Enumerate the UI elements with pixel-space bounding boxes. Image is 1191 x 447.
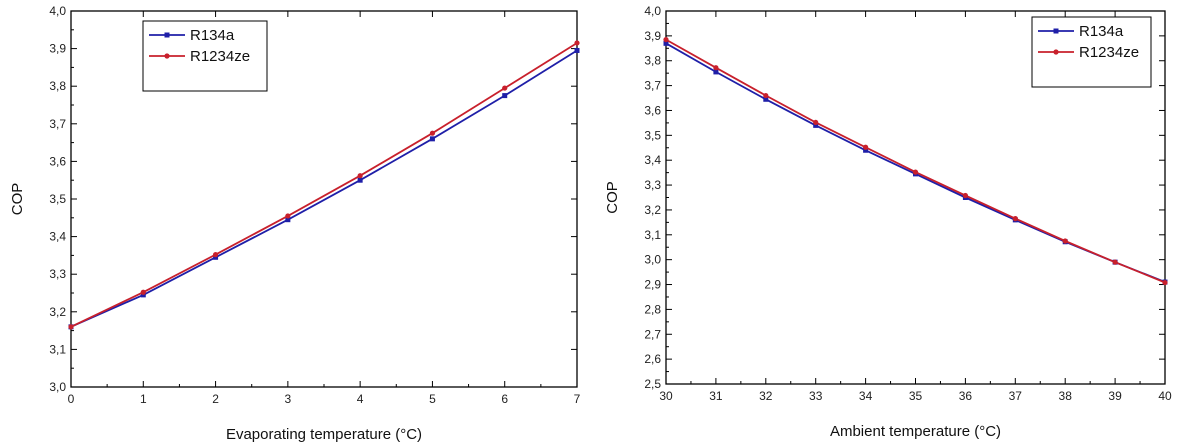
legend-marker	[1053, 28, 1059, 34]
y-tick-label: 3,3	[49, 267, 66, 281]
data-point-r1234ze	[502, 85, 508, 91]
data-point-r1234ze	[763, 92, 769, 99]
y-tick-label: 3,9	[49, 42, 66, 56]
data-point-r134a	[713, 69, 719, 75]
data-point-r134a	[140, 292, 146, 298]
chart-2: 30 31 32 33 34 35 36 37 38 39 40 2,5 2,6 2,7 2,8 2,9 3,0…	[604, 4, 1172, 440]
data-point-r134a	[763, 96, 769, 102]
x-tick-label: 36	[959, 389, 973, 403]
data-point-r1234ze	[68, 324, 74, 330]
y-tick-label: 3,5	[644, 128, 661, 142]
data-point-r134a	[574, 47, 580, 53]
data-point-r1234ze	[285, 213, 291, 219]
x-tick-label: 3	[285, 392, 292, 406]
y-tick-label: 3,3	[644, 178, 661, 192]
x-tick-label: 39	[1108, 389, 1122, 403]
y-tick-label: 3,4	[644, 153, 661, 167]
y-tick-label: 3,0	[49, 380, 66, 394]
x-tick-label: 30	[659, 389, 673, 403]
y-tick-label: 4,0	[49, 4, 66, 18]
y-tick-label: 3,2	[49, 305, 66, 319]
series-line-r134a	[70, 49, 578, 328]
legend-label: R1234ze	[190, 48, 250, 65]
data-point-r1234ze	[574, 40, 580, 46]
y-tick-label: 4,0	[644, 4, 661, 18]
legend-label: R134a	[1079, 23, 1124, 40]
data-point-r1234ze	[1112, 259, 1118, 265]
x-tick-label: 33	[809, 389, 823, 403]
data-point-r1234ze	[429, 130, 436, 136]
data-point-r1234ze	[140, 289, 146, 295]
x-tick-label: 31	[709, 389, 723, 403]
x-axis-title: Evaporating temperature (°C)	[226, 426, 422, 443]
data-point-r1234ze	[1162, 279, 1168, 286]
chart-1: 0 1 2 3 4 5 6 7 3,0 3,1 3,2 3,3 3,4 3,5 3,6 3,7 3,8 3,9 4,…	[9, 4, 581, 443]
legend-label: R134a	[190, 27, 235, 44]
data-point-r1234ze	[813, 119, 819, 126]
x-tick-label: 0	[68, 392, 75, 406]
data-point-r1234ze	[912, 169, 919, 175]
y-tick-label: 3,6	[644, 103, 661, 117]
x-tick-label: 40	[1158, 389, 1172, 403]
legend-label: R1234ze	[1079, 44, 1139, 61]
data-point-r1234ze	[357, 173, 363, 179]
data-point-r134a	[863, 147, 869, 153]
x-tick-label: 5	[429, 392, 436, 406]
data-point-r134a	[663, 40, 669, 46]
y-tick-label: 3,8	[644, 54, 661, 68]
y-tick-label: 2,7	[644, 327, 661, 341]
data-point-r1234ze	[1062, 238, 1068, 244]
data-point-r1234ze	[663, 36, 669, 43]
data-point-r134a	[502, 93, 508, 99]
legend-marker	[164, 32, 170, 38]
y-tick-label: 3,5	[49, 192, 66, 206]
legend-marker	[1053, 49, 1059, 55]
data-point-r134a	[357, 177, 363, 183]
data-point-r134a	[213, 254, 219, 260]
y-tick-label: 2,9	[644, 278, 661, 292]
x-tick-label: 4	[357, 392, 364, 406]
y-tick-label: 2,8	[644, 302, 661, 316]
y-tick-label: 3,9	[644, 29, 661, 43]
data-point-r1234ze	[962, 192, 969, 199]
y-axis-title: COP	[9, 183, 26, 216]
y-tick-label: 3,7	[644, 79, 661, 93]
y-tick-label: 3,1	[644, 228, 661, 242]
series-line-r1234ze	[70, 42, 578, 328]
y-tick-label: 2,5	[644, 377, 661, 391]
x-tick-label: 1	[140, 392, 147, 406]
y-tick-label: 3,4	[49, 230, 66, 244]
x-axis-title: Ambient temperature (°C)	[830, 423, 1001, 440]
x-tick-label: 6	[501, 392, 508, 406]
y-tick-label: 2,6	[644, 352, 661, 366]
y-tick-label: 3,0	[644, 253, 661, 267]
y-axis-title: COP	[604, 181, 621, 214]
x-tick-label: 32	[759, 389, 773, 403]
y-tick-label: 3,7	[49, 117, 66, 131]
y-tick-label: 3,1	[49, 342, 66, 356]
data-point-r1234ze	[863, 144, 869, 150]
x-tick-label: 37	[1009, 389, 1023, 403]
legend-marker	[164, 53, 170, 59]
x-tick-label: 34	[859, 389, 873, 403]
x-tick-label: 2	[212, 392, 219, 406]
x-tick-label: 35	[909, 389, 923, 403]
data-point-r1234ze	[212, 252, 219, 258]
y-tick-label: 3,2	[644, 203, 661, 217]
x-tick-label: 38	[1059, 389, 1073, 403]
y-tick-label: 3,6	[49, 154, 66, 168]
data-point-r1234ze	[1012, 216, 1018, 222]
data-point-r1234ze	[713, 65, 719, 71]
data-point-r134a	[429, 136, 435, 142]
data-point-r134a	[285, 217, 291, 223]
data-point-r134a	[813, 122, 819, 128]
y-tick-label: 3,8	[49, 79, 66, 93]
x-tick-label: 7	[574, 392, 581, 406]
